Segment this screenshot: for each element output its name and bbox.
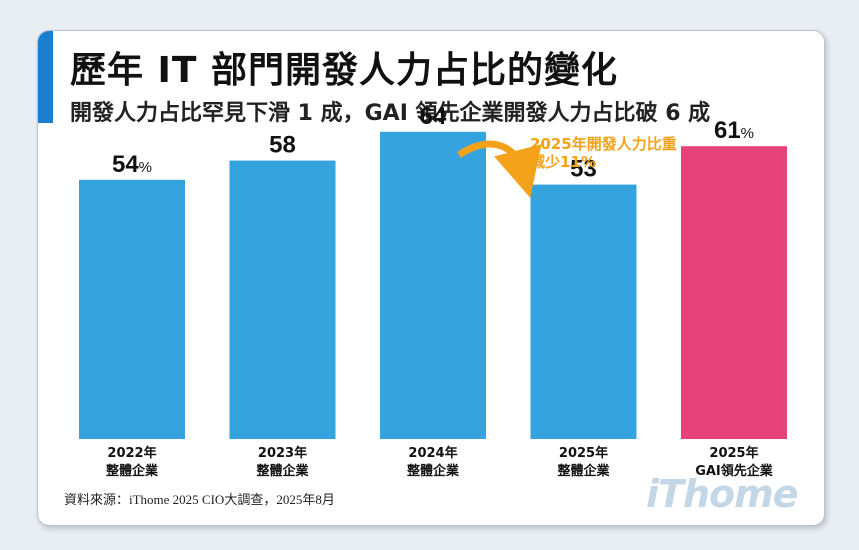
category-group-4: 整體企業 — [556, 463, 610, 479]
bar-4 — [530, 184, 637, 439]
value-label-3: 64 — [420, 103, 447, 130]
category-group-1: 整體企業 — [105, 463, 159, 479]
value-unit: % — [139, 159, 152, 176]
category-group-2: 整體企業 — [255, 463, 309, 479]
value-label-1: 54% — [112, 151, 152, 178]
ithome-logo: iThome — [646, 472, 798, 516]
category-year-1: 2022年 — [107, 445, 156, 461]
value-unit: % — [741, 125, 754, 142]
category-group-5: GAI領先企業 — [695, 463, 774, 479]
category-group-3: 整體企業 — [406, 463, 460, 479]
value-label-5: 61% — [714, 117, 754, 144]
bar-1 — [79, 179, 185, 440]
value-label-4: 53 — [570, 156, 597, 183]
title-accent-bar — [38, 31, 53, 123]
category-year-5: 2025年 — [709, 445, 758, 461]
category-year-2: 2023年 — [258, 445, 307, 461]
category-year-3: 2024年 — [408, 445, 457, 461]
bar-2 — [229, 160, 336, 439]
annotation-text-line-1: 2025年開發人力比重 — [530, 135, 677, 153]
chart-subtitle: 開發人力占比罕見下滑 1 成，GAI 領先企業開發人力占比破 6 成 — [70, 101, 711, 126]
chart-card: 歷年 IT 部門開發人力占比的變化 開發人力占比罕見下滑 1 成，GAI 領先企… — [37, 30, 825, 526]
category-year-4: 2025年 — [559, 445, 608, 461]
annotation-arrow — [457, 140, 542, 198]
bar-3 — [380, 131, 486, 440]
chart-title: 歷年 IT 部門開發人力占比的變化 — [70, 50, 619, 91]
bar-5 — [681, 146, 787, 439]
annotation-text-line-2: 減少11% — [530, 153, 596, 171]
source-note: 資料來源：iThome 2025 CIO大調查，2025年8月 — [64, 492, 335, 507]
value-label-2: 58 — [269, 132, 296, 159]
